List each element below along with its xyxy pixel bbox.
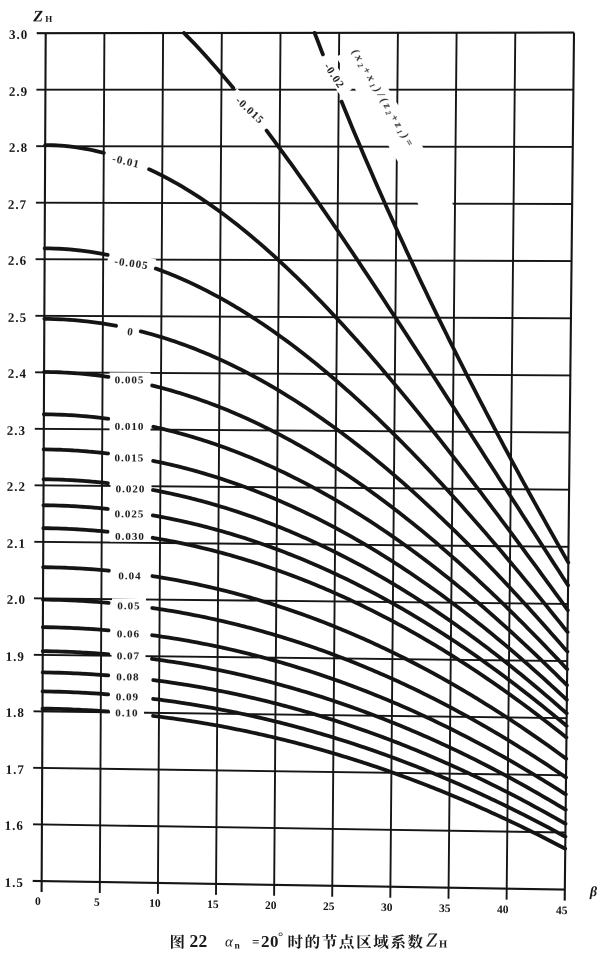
svg-text:2.3: 2.3 [7,423,26,438]
svg-text:20: 20 [265,900,277,912]
svg-text:2.5: 2.5 [8,310,27,325]
svg-text:β: β [589,885,598,900]
svg-text:Z: Z [32,8,43,25]
svg-text:25: 25 [323,901,335,913]
svg-text:0.020: 0.020 [116,483,146,495]
svg-text:0: 0 [126,326,134,339]
svg-text:2.0: 2.0 [7,592,26,607]
svg-text:2.8: 2.8 [9,140,28,155]
svg-text:0.030: 0.030 [115,531,145,543]
svg-text:1.9: 1.9 [6,649,25,664]
svg-text:10: 10 [149,898,161,910]
svg-text:40: 40 [497,904,509,916]
svg-text:22: 22 [190,931,208,951]
svg-text:0.07: 0.07 [117,650,140,662]
svg-text:3.0: 3.0 [9,27,28,42]
svg-text:0.08: 0.08 [116,671,139,683]
svg-text:2.2: 2.2 [7,479,26,494]
svg-text:H: H [439,940,447,951]
svg-text:n: n [235,942,241,952]
svg-text:2.4: 2.4 [8,366,27,381]
svg-text:1.5: 1.5 [5,875,24,890]
svg-text:-0.005: -0.005 [114,256,150,273]
svg-text:0.005: 0.005 [115,374,145,386]
svg-text:α: α [225,935,234,951]
svg-text:5: 5 [94,897,100,909]
svg-text:2.7: 2.7 [8,197,27,212]
svg-text:20: 20 [261,932,279,951]
svg-text:°: ° [278,929,283,944]
svg-text:0.10: 0.10 [115,707,138,719]
svg-text:0: 0 [35,896,41,908]
svg-text:1.6: 1.6 [5,818,24,833]
svg-text:45: 45 [556,905,568,917]
svg-text:0.06: 0.06 [117,628,140,640]
svg-text:0.09: 0.09 [116,691,139,703]
svg-text:1.8: 1.8 [6,705,25,720]
svg-text:30: 30 [381,902,393,914]
svg-text:0.015: 0.015 [115,453,145,465]
svg-text:2.6: 2.6 [8,253,27,268]
svg-text:2.1: 2.1 [7,536,26,551]
svg-text:35: 35 [439,903,451,915]
svg-text:0.04: 0.04 [118,570,141,582]
svg-text:Z: Z [426,930,438,952]
svg-text:2.9: 2.9 [9,84,28,99]
svg-text:1.7: 1.7 [6,762,25,777]
svg-text:0.05: 0.05 [117,600,140,612]
svg-text:=: = [252,934,259,949]
svg-text:H: H [45,14,52,24]
svg-text:15: 15 [207,899,219,911]
svg-text:0.025: 0.025 [115,508,145,520]
svg-text:0.010: 0.010 [115,421,145,433]
